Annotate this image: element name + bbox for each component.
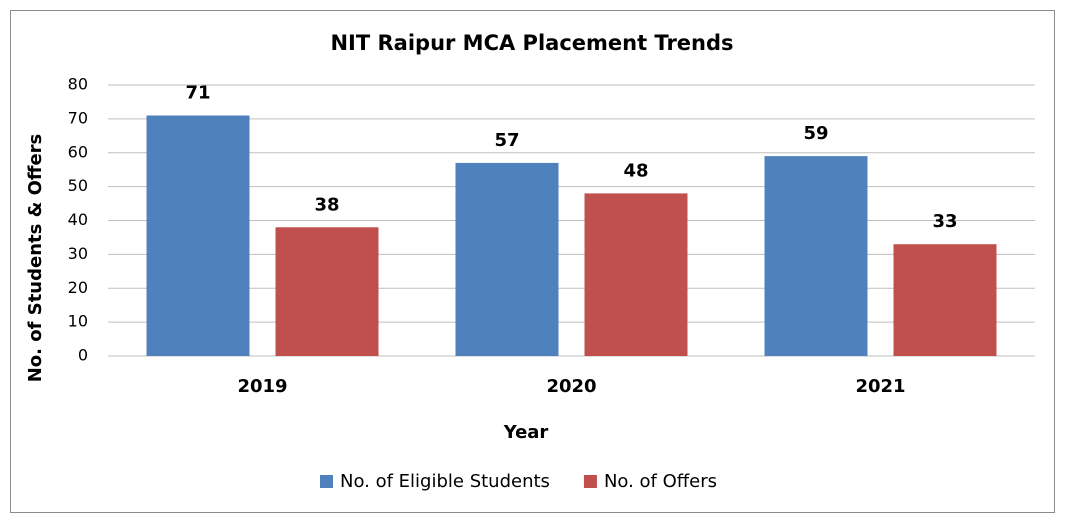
legend-swatch xyxy=(583,475,597,488)
value-label: 33 xyxy=(932,211,957,232)
bar xyxy=(584,193,688,356)
y-tick-label: 40 xyxy=(68,210,88,229)
bar xyxy=(764,156,868,356)
chart-title: NIT Raipur MCA Placement Trends xyxy=(330,31,733,55)
value-label: 38 xyxy=(314,194,339,215)
y-tick-label: 60 xyxy=(68,142,88,161)
y-tick-label: 50 xyxy=(68,176,88,195)
y-tick-label: 30 xyxy=(68,244,88,263)
x-tick-label: 2020 xyxy=(546,376,596,397)
bar xyxy=(275,227,379,356)
value-label: 71 xyxy=(185,82,210,103)
y-axis-label: No. of Students & Offers xyxy=(25,134,46,383)
value-label: 59 xyxy=(803,123,828,144)
bar xyxy=(146,115,250,356)
x-axis-label: Year xyxy=(503,422,549,443)
value-label: 48 xyxy=(623,160,648,181)
value-label: 57 xyxy=(494,130,519,151)
y-tick-label: 20 xyxy=(68,278,88,297)
x-tick-label: 2021 xyxy=(855,376,905,397)
y-tick-label: 0 xyxy=(78,346,88,365)
y-tick-label: 70 xyxy=(68,108,88,127)
bar xyxy=(893,244,997,356)
x-tick-label: 2019 xyxy=(237,376,287,397)
legend-swatch xyxy=(320,475,333,488)
legend-label: No. of Eligible Students xyxy=(340,471,550,492)
legend-label: No. of Offers xyxy=(604,471,717,492)
bar xyxy=(455,162,559,356)
y-tick-label: 80 xyxy=(68,75,88,94)
y-tick-label: 10 xyxy=(68,312,88,331)
